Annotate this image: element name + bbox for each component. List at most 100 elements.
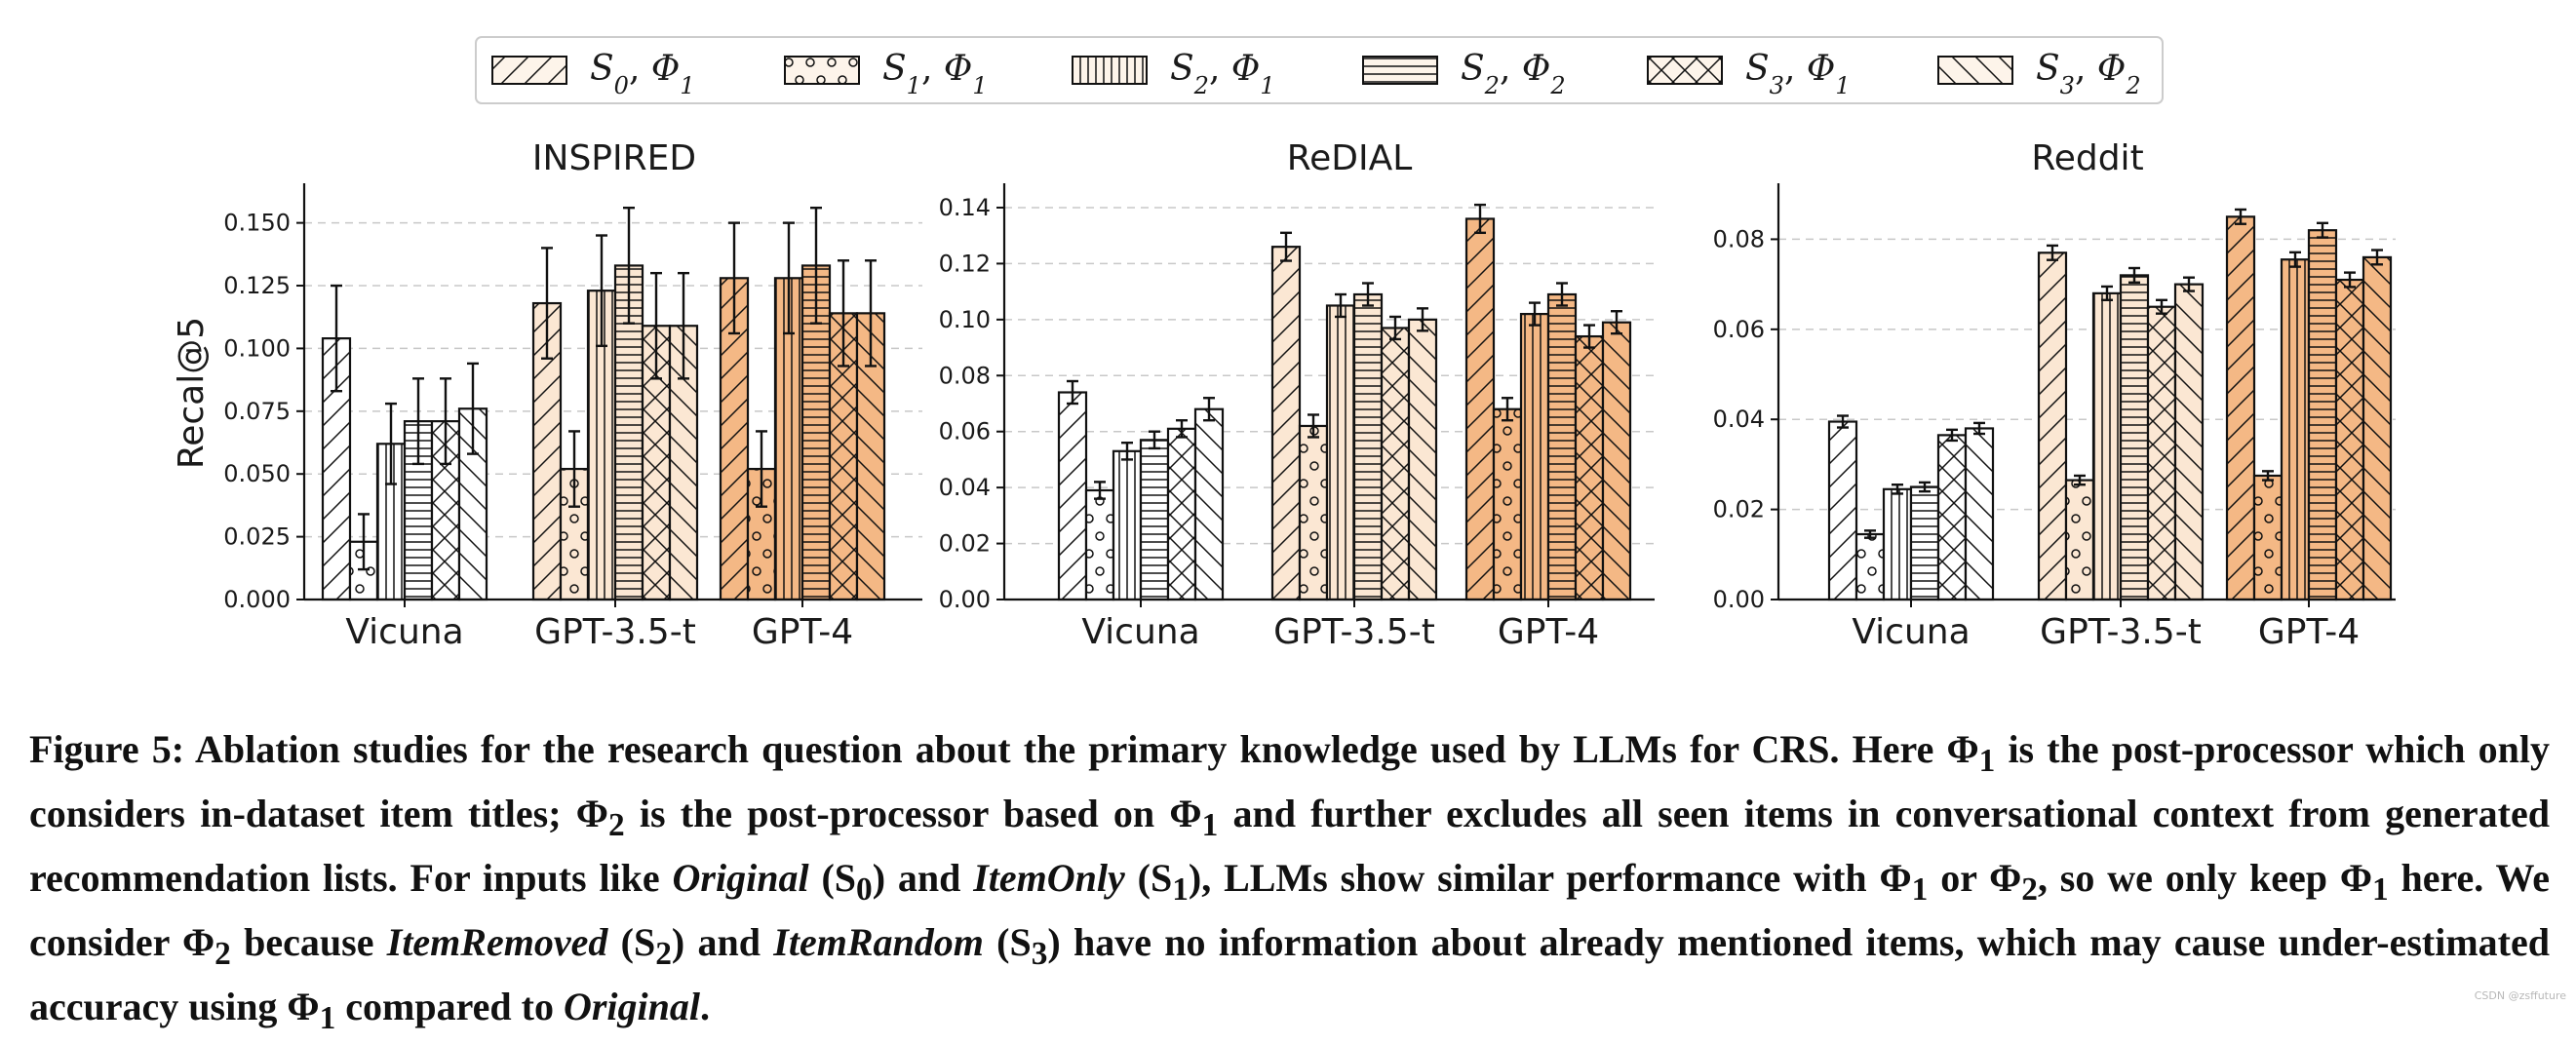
watermark: CSDN @zsffuture (2474, 989, 2566, 1002)
x-tick-label: Vicuna (1852, 612, 1970, 652)
y-tick-label: 0.050 (223, 460, 291, 487)
caption-sub: 3 (1031, 936, 1048, 972)
bar-hatch (1464, 217, 1496, 601)
x-tick-label: GPT-4 (1498, 612, 1599, 652)
legend-swatch-hatch (1362, 56, 1438, 85)
legend-item: S0, Φ1 (491, 49, 695, 99)
legend: S0, Φ1 S1, Φ1 S2, Φ1 S2, Φ2 S3, Φ1 S3, Φ2 (491, 49, 2141, 99)
y-tick-label: 0.125 (223, 272, 291, 299)
x-tick-label: GPT-3.5-t (2040, 612, 2202, 652)
y-tick-label: 0.02 (1713, 496, 1765, 523)
caption-sub: 2 (655, 936, 672, 972)
y-tick-label: 0.04 (939, 474, 991, 501)
panel-inspired: 0.000 0.025 0.050 0.075 0.100 0.125 0.150 Vicun… (172, 138, 922, 652)
bar-hatch (1407, 318, 1438, 601)
bar-hatch (1298, 424, 1329, 601)
bar-hatch (1492, 407, 1523, 601)
y-tick-label: 0.12 (939, 250, 991, 277)
caption-sub: 0 (856, 871, 873, 908)
x-tick-label: Vicuna (1081, 612, 1199, 652)
caption-text: because (230, 920, 387, 964)
bar-hatch (1139, 439, 1170, 601)
bar-hatch (2173, 283, 2205, 601)
panel-title: ReDIAL (1287, 138, 1413, 178)
y-tick-label: 0.150 (223, 210, 291, 237)
caption-text: (S (983, 920, 1032, 964)
caption-sub: 2 (607, 807, 625, 843)
legend-label: S2, Φ2 (1461, 49, 1566, 99)
y-tick-label: 0.100 (223, 334, 291, 362)
figure-caption: Figure 5: Ablation studies for the resea… (29, 723, 2550, 1045)
bar-hatch (1193, 407, 1225, 601)
x-tick-label: GPT-4 (2258, 612, 2360, 652)
caption-text: compared to (335, 985, 564, 1028)
figure-chart: S0, Φ1 S1, Φ1 S2, Φ1 S2, Φ2 S3, Φ1 S3, Φ2 0.0… (172, 36, 2396, 652)
bar-hatch (1546, 292, 1578, 601)
x-tick-label: GPT-3.5-t (534, 612, 696, 652)
bar-hatch (2334, 278, 2365, 601)
y-tick-label: 0.10 (939, 306, 991, 333)
caption-text: ) and (872, 856, 974, 900)
caption-emphasis: ItemRandom (773, 920, 984, 964)
y-tick-label: 0.08 (939, 362, 991, 389)
legend-label: S3, Φ1 (1745, 49, 1851, 99)
bar-hatch (1084, 488, 1115, 601)
caption-text: ) and (671, 920, 774, 964)
bar-hatch (1519, 312, 1550, 601)
bar-hatch (1270, 246, 1302, 601)
legend-item: S1, Φ1 (784, 49, 988, 99)
caption-text: (S (1124, 856, 1173, 900)
legend-item: S3, Φ2 (1937, 49, 2141, 99)
y-tick-label: 0.025 (223, 523, 291, 551)
y-tick-label: 0.04 (1713, 406, 1765, 433)
bar-hatch (2252, 474, 2283, 601)
legend-swatch-hatch (1937, 56, 2013, 85)
legend-item: S2, Φ2 (1362, 49, 1566, 99)
bar-hatch (1112, 449, 1143, 601)
caption-sub: 1 (1978, 743, 1996, 779)
bar-hatch (1909, 485, 1940, 601)
caption-sub: 1 (1172, 871, 1189, 908)
legend-swatch-hatch (784, 56, 860, 85)
bar-hatch (1964, 427, 1995, 601)
bar-hatch (2091, 291, 2123, 601)
panel-title: Reddit (2031, 138, 2143, 178)
bar-hatch (2037, 252, 2068, 601)
chart-panels: 0.000 0.025 0.050 0.075 0.100 0.125 0.150 Vicun… (172, 138, 2396, 652)
caption-text: , so we only keep Φ (2037, 856, 2372, 900)
legend-label: S1, Φ1 (882, 49, 988, 99)
bar-hatch (1882, 487, 1913, 601)
bar-hatch (2225, 215, 2256, 601)
caption-emphasis: Original (672, 856, 809, 900)
caption-text: is the post-processor which only conside… (29, 727, 2550, 835)
x-tick-label: GPT-4 (752, 612, 853, 652)
x-tick-label: Vicuna (345, 612, 463, 652)
caption-emphasis: ItemOnly (973, 856, 1125, 900)
caption-sub: 1 (1201, 807, 1219, 843)
legend-swatch-hatch (1647, 56, 1723, 85)
bar-hatch (2064, 479, 2095, 601)
caption-sub: 2 (2021, 871, 2038, 908)
bar-hatch (1380, 327, 1411, 601)
caption-emphasis: Original (563, 985, 700, 1028)
caption-emphasis: ItemRemoved (386, 920, 608, 964)
x-tick-label: GPT-3.5-t (1273, 612, 1435, 652)
bar-hatch (1936, 434, 1968, 601)
legend-label: S3, Φ2 (2036, 49, 2141, 99)
caption-text: and further excludes all seen items in c… (29, 792, 2551, 900)
legend-item: S2, Φ1 (1072, 49, 1275, 99)
bar-hatch (2119, 274, 2150, 601)
legend-frame (475, 36, 2164, 104)
legend-label: S0, Φ1 (590, 49, 695, 99)
caption-sub: 1 (2371, 871, 2389, 908)
y-axis-label: Recal@5 (172, 317, 212, 469)
bar-hatch (1854, 532, 1886, 601)
bar-hatch (2280, 258, 2311, 601)
legend-swatch-hatch (491, 56, 567, 85)
panel-title: INSPIRED (532, 138, 696, 178)
y-tick-label: 0.06 (939, 418, 991, 445)
bar-hatch (1574, 334, 1605, 601)
y-tick-label: 0.000 (223, 586, 291, 613)
legend-label: S2, Φ1 (1170, 49, 1275, 99)
bar-hatch (1166, 427, 1197, 601)
